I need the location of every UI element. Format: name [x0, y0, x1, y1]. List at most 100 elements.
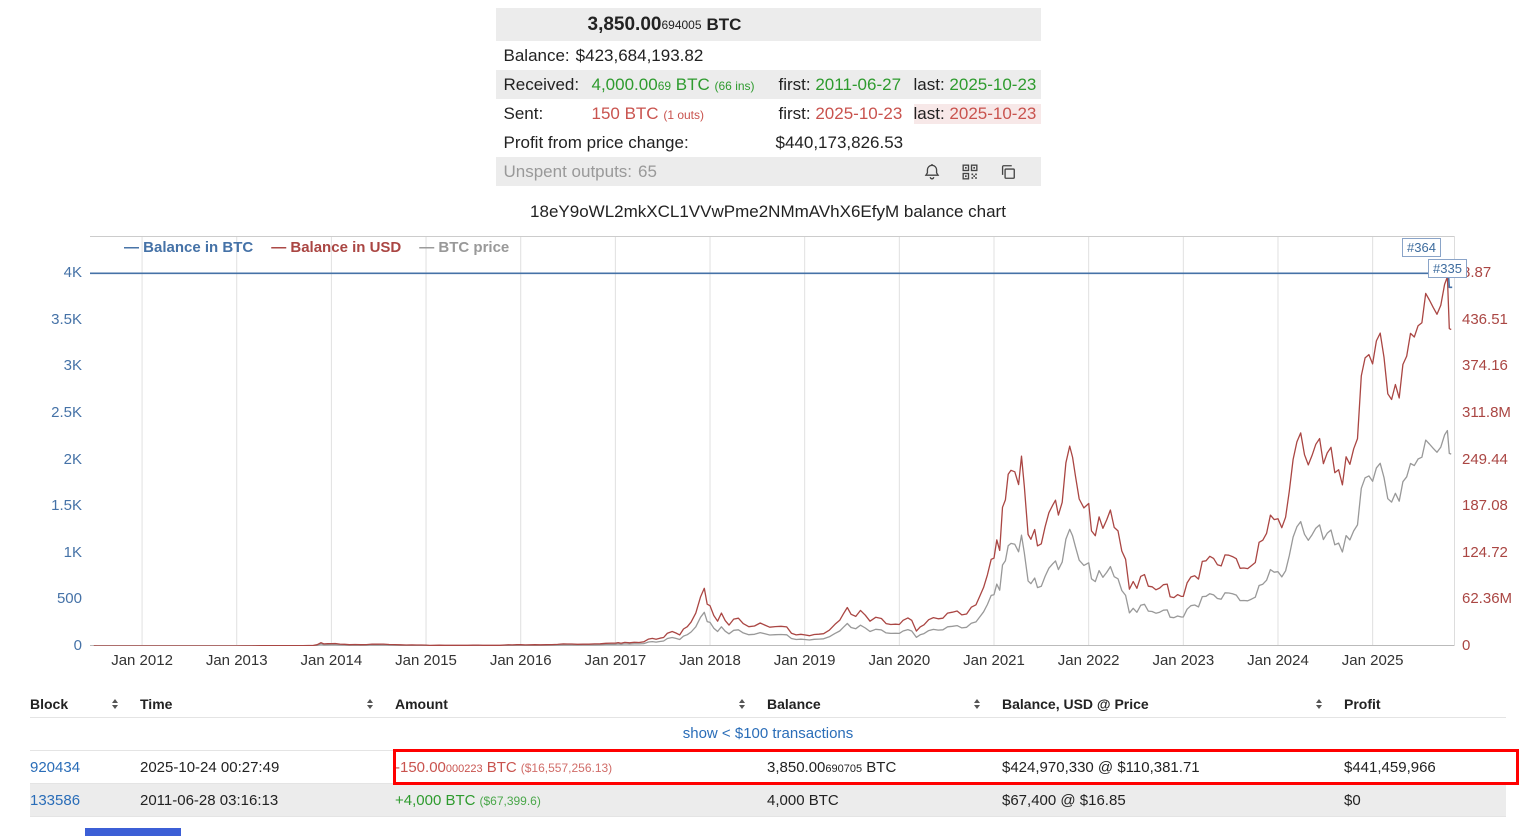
balance-btc-row: 3,850.00 694005 BTC [495, 8, 1041, 41]
balance-chart: Balance in BTC Balance in USD BTC price … [0, 236, 1536, 681]
balance-usd-value: $423,684,193.82 [575, 45, 704, 65]
block-annotation-335[interactable]: #335 [1428, 259, 1467, 278]
tx-amount: +4,000 BTC ($67,399.6) [395, 791, 541, 809]
unspent-value: 65 [638, 161, 657, 181]
copy-icon[interactable] [997, 161, 1019, 183]
x-axis-label: Jan 2018 [679, 652, 741, 669]
tx-balance-usd: $424,970,330 @ $110,381.71 [1002, 758, 1200, 776]
profit-value: $440,173,826.53 [775, 132, 904, 152]
summary-actions [921, 161, 1041, 183]
y-axis-label-left: 3.5K [51, 310, 82, 328]
unspent-label: Unspent outputs: [503, 161, 633, 181]
x-axis-label: Jan 2012 [111, 652, 173, 669]
balance-usd-line [93, 276, 1452, 646]
received-first: first: 2011-06-27 [778, 74, 902, 94]
legend-balance-btc[interactable]: Balance in BTC [124, 239, 253, 256]
balance-btc-line [90, 272, 1453, 289]
tx-amount: -150.00000223 BTC ($16,557,256.13) [395, 758, 613, 776]
legend-btc-price[interactable]: BTC price [419, 239, 509, 256]
sent-value: 150 BTC (1 outs) [591, 103, 705, 123]
x-axis-label: Jan 2025 [1341, 652, 1404, 669]
y-axis-label-right: 436.51 [1462, 310, 1508, 328]
sent-first: first: 2025-10-23 [778, 103, 903, 123]
balance-btc-unit: BTC [706, 14, 742, 34]
tx-balance: 3,850.00690705 BTC [767, 758, 897, 776]
alert-bell-icon[interactable] [921, 161, 943, 183]
sort-icon [739, 699, 745, 709]
sort-icon [1316, 699, 1322, 709]
balance-btc-value: 3,850.00 [587, 13, 662, 35]
qr-code-icon[interactable] [959, 161, 981, 183]
legend-balance-usd[interactable]: Balance in USD [271, 239, 401, 256]
col-header-balance-usd[interactable]: Balance, USD @ Price [1002, 696, 1344, 712]
y-axis-label-left: 1.5K [51, 497, 82, 515]
address-summary-panel: 3,850.00 694005 BTC Balance: $423,684,193.… [495, 8, 1041, 186]
x-axis-label: Jan 2023 [1152, 652, 1215, 669]
col-header-profit[interactable]: Profit [1344, 696, 1381, 712]
unspent-row: Unspent outputs: 65 [495, 157, 1041, 186]
balance-btc-decimals: 694005 [661, 17, 702, 32]
btc-price-line [93, 429, 1452, 646]
x-axis-label: Jan 2017 [584, 652, 647, 669]
sent-last: last: 2025-10-23 [913, 103, 1041, 124]
sent-row: Sent: 150 BTC (1 outs) first: 2025-10-23… [496, 99, 1041, 128]
x-axis-label: Jan 2024 [1247, 652, 1309, 669]
x-axis-label: Jan 2015 [395, 652, 457, 669]
y-axis-label-left: 3K [63, 357, 82, 375]
tx-balance-usd: $67,400 @ $16.85 [1002, 791, 1126, 809]
tx-time: 2011-06-28 03:16:13 [140, 791, 279, 809]
x-axis-label: Jan 2014 [300, 652, 363, 669]
transaction-row-first: 133586 2011-06-28 03:16:13 +4,000 BTC ($6… [30, 784, 1506, 817]
sent-label: Sent: [503, 103, 544, 123]
col-header-amount[interactable]: Amount [395, 696, 767, 712]
bottom-edge-blue-fragment [85, 828, 181, 836]
y-axis-label-left: 1K [63, 543, 82, 561]
col-header-block[interactable]: Block [30, 696, 140, 712]
y-axis-label-right: 0 [1462, 637, 1471, 654]
received-row: Received: 4,000.0069 BTC (66 ins) first:… [495, 70, 1041, 99]
col-header-time[interactable]: Time [140, 696, 395, 712]
sort-icon [367, 699, 373, 709]
y-axis-label-right: 124.72 [1462, 543, 1508, 561]
y-axis-label-right: 249.44 [1462, 450, 1508, 468]
y-axis-label-left: 500 [56, 590, 82, 608]
y-axis-label-right: 311.8M [1462, 404, 1511, 422]
received-label: Received: [503, 74, 580, 94]
y-axis-label-left: 2K [63, 450, 82, 468]
sort-icon [112, 699, 118, 709]
col-header-balance[interactable]: Balance [767, 696, 1002, 712]
received-last: last: 2025-10-23 [913, 74, 1037, 94]
show-small-transactions-link[interactable]: show < $100 transactions [682, 725, 854, 742]
block-link[interactable]: 920434 [30, 758, 81, 776]
y-axis-label-right: 374.16 [1462, 357, 1508, 375]
profit-row: Profit from price change: $440,173,826.5… [496, 128, 1041, 157]
block-annotation-364[interactable]: #364 [1402, 238, 1441, 257]
chart-title: 18eY9oWL2mkXCL1VVwPme2NMmAVhX6EfyM balan… [530, 202, 1006, 221]
chart-plot[interactable] [90, 236, 1455, 646]
table-header-row: Block Time Amount Balance Balance, USD @… [30, 691, 1506, 718]
x-axis-label: Jan 2022 [1057, 652, 1120, 669]
y-axis-label-right: 62.36M [1462, 590, 1513, 608]
x-axis-label: Jan 2020 [868, 652, 931, 669]
transactions-table: Block Time Amount Balance Balance, USD @… [30, 691, 1519, 817]
y-axis-label-right: 8.87 [1462, 264, 1492, 282]
show-small-tx-row: show < $100 transactions [30, 718, 1506, 751]
x-axis-label: Jan 2021 [963, 652, 1025, 669]
transaction-row-latest: 920434 2025-10-24 00:27:49 -150.00000223… [30, 749, 1519, 785]
tx-profit: $441,459,966 [1344, 758, 1436, 776]
x-axis-label: Jan 2019 [773, 652, 836, 669]
x-axis-label: Jan 2016 [489, 652, 552, 669]
chart-legend: Balance in BTC Balance in USD BTC price [124, 239, 509, 256]
y-axis-label-left: 4K [63, 264, 82, 282]
profit-label: Profit from price change: [503, 132, 689, 152]
tx-profit: $0 [1344, 791, 1361, 809]
sort-icon [974, 699, 980, 709]
x-axis-label: Jan 2013 [205, 652, 268, 669]
y-axis-label-right: 187.08 [1462, 497, 1508, 515]
block-link[interactable]: 133586 [30, 791, 81, 809]
balance-usd-row: Balance: $423,684,193.82 [496, 41, 1041, 70]
tx-time: 2025-10-24 00:27:49 [140, 758, 280, 776]
y-axis-label-left: 2.5K [51, 404, 82, 422]
y-axis-label-left: 0 [73, 637, 82, 654]
